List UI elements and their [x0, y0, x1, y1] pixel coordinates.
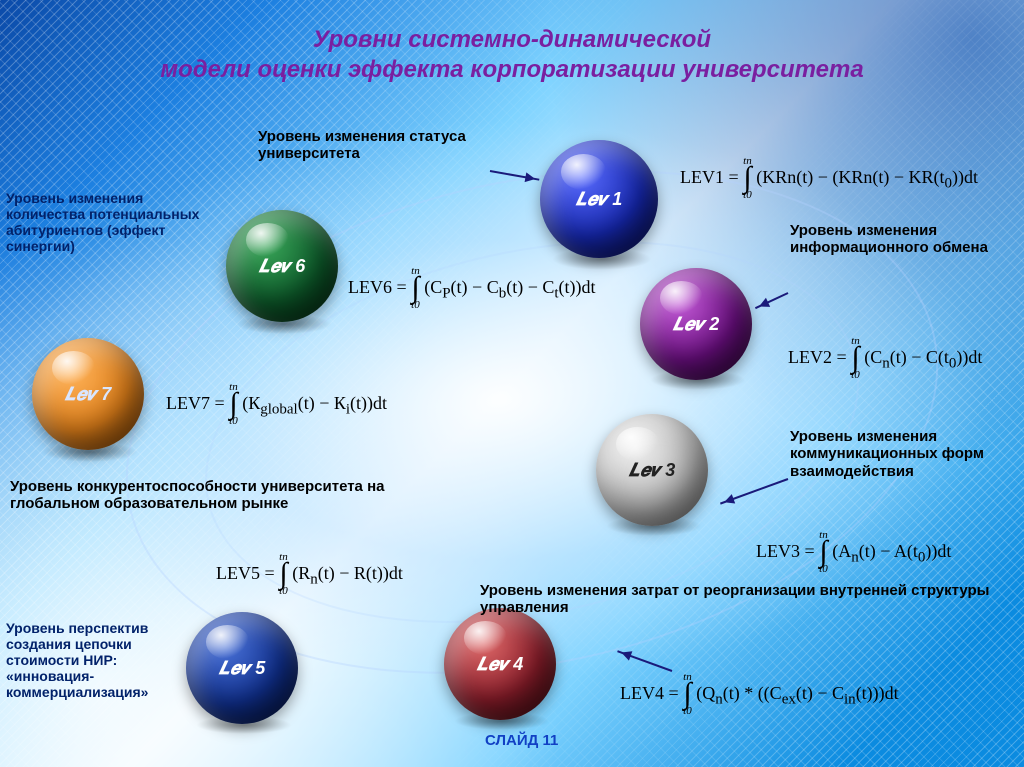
sphere-label-lev1: 𝑳𝒆𝒗 1	[576, 189, 622, 210]
sphere-label-lev5: 𝑳𝒆𝒗 5	[219, 658, 265, 679]
slide-title: Уровни системно-динамической модели оцен…	[0, 26, 1024, 84]
caption-lev6: Уровень изменения количества потенциальн…	[6, 190, 206, 254]
slide-stage: Уровни системно-динамической модели оцен…	[0, 0, 1024, 767]
sphere-label-lev6: 𝑳𝒆𝒗 6	[259, 256, 305, 277]
caption-lev5: Уровень перспектив создания цепочки стои…	[6, 620, 186, 700]
sphere-lev2: 𝑳𝒆𝒗 2	[640, 268, 752, 380]
formula-lev7: LEV7 = tn∫t0 (Кglobal(t) − Кi(t))dt	[166, 382, 387, 427]
formula-lev5: LEV5 = tn∫t0 (Rn(t) − R(t))dt	[216, 552, 403, 597]
slide-number: СЛАЙД 11	[485, 732, 558, 749]
caption-lev3: Уровень изменения коммуникационных форм …	[790, 428, 1020, 480]
title-line-2: модели оценки эффекта корпоратизации уни…	[0, 56, 1024, 84]
formula-lev1: LEV1 = tn∫t0 (KRn(t) − (KRn(t) − KR(t0))…	[680, 156, 978, 201]
caption-lev1: Уровень изменения статуса университета	[258, 128, 528, 163]
formula-lev4: LEV4 = tn∫t0 (Qn(t) * ((Cex(t) − Cin(t))…	[620, 672, 899, 717]
arrow-lev4-caption	[617, 650, 672, 672]
formula-lev3: LEV3 = tn∫t0 (An(t) − A(t0))dt	[756, 530, 951, 575]
caption-lev7: Уровень конкурентоспособности университе…	[10, 478, 440, 513]
sphere-lev5: 𝑳𝒆𝒗 5	[186, 612, 298, 724]
sphere-lev4: 𝑳𝒆𝒗 4	[444, 608, 556, 720]
caption-lev2: Уровень изменения информационного обмена	[790, 222, 1010, 257]
sphere-label-lev7: 𝑳𝒆𝒗 7	[65, 384, 111, 405]
sphere-lev1: 𝑳𝒆𝒗 1	[540, 140, 658, 258]
sphere-lev3: 𝑳𝒆𝒗 3	[596, 414, 708, 526]
caption-lev4: Уровень изменения затрат от реорганизаци…	[480, 582, 1020, 617]
sphere-label-lev2: 𝑳𝒆𝒗 2	[673, 314, 719, 335]
sphere-label-lev4: 𝑳𝒆𝒗 4	[477, 654, 523, 675]
title-line-1: Уровни системно-динамической	[0, 26, 1024, 54]
formula-lev6: LEV6 = tn∫t0 (CP(t) − Cb(t) − Ct(t))dt	[348, 266, 596, 311]
sphere-lev6: 𝑳𝒆𝒗 6	[226, 210, 338, 322]
sphere-label-lev3: 𝑳𝒆𝒗 3	[629, 460, 675, 481]
formula-lev2: LEV2 = tn∫t0 (Cn(t) − C(t0))dt	[788, 336, 982, 381]
sphere-lev7: 𝑳𝒆𝒗 7	[32, 338, 144, 450]
